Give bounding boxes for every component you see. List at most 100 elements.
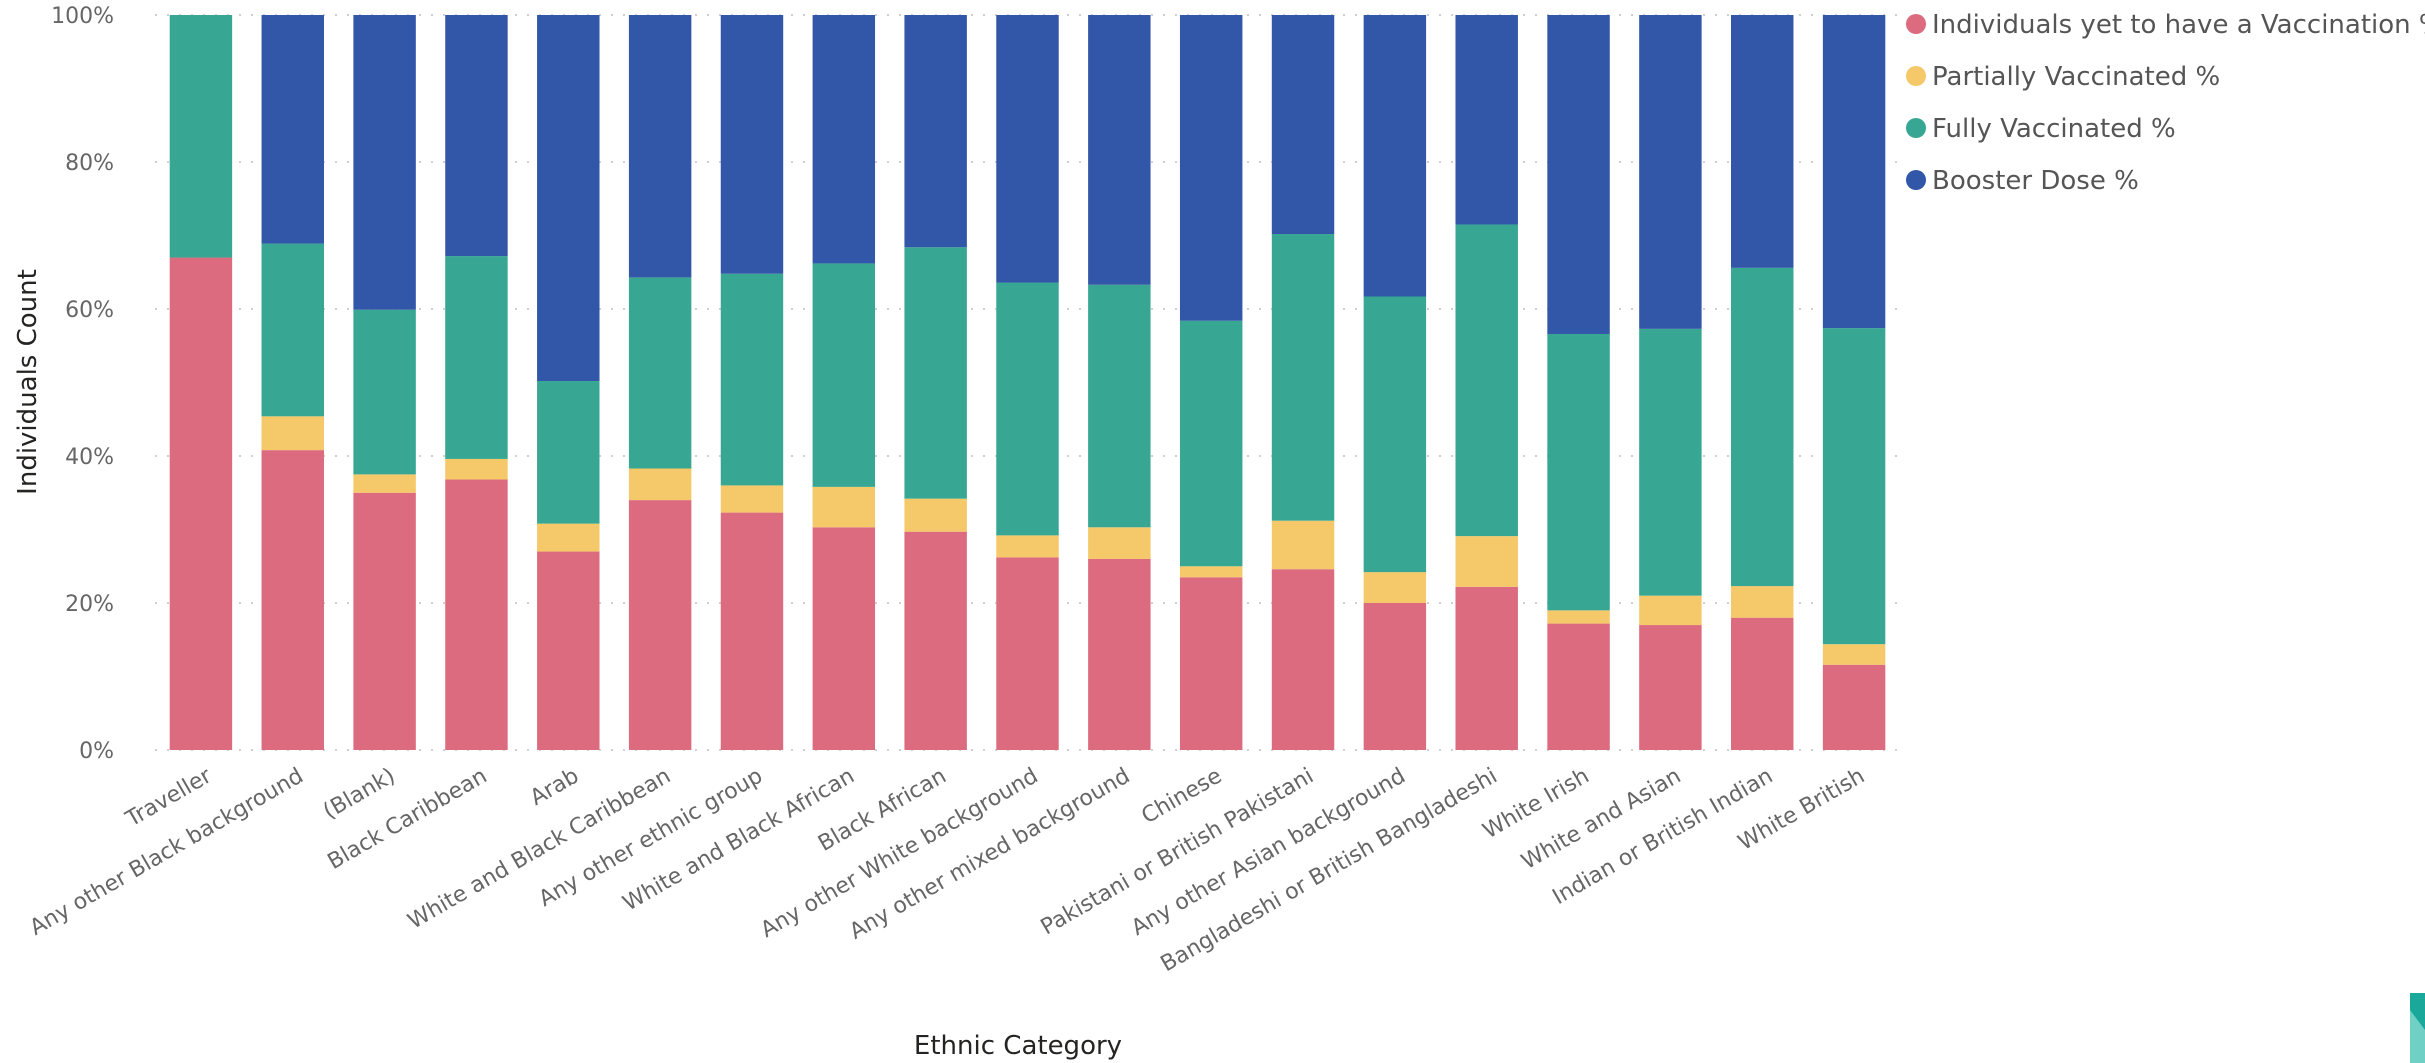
bar-segment[interactable] (1455, 224, 1518, 537)
bar-segment[interactable] (1179, 577, 1243, 750)
bar-segment[interactable] (1363, 296, 1427, 573)
bar-segment[interactable] (1731, 267, 1794, 587)
y-axis-title: Individuals Count (13, 269, 43, 495)
bar-segment[interactable] (1179, 320, 1243, 567)
bar-segment[interactable] (1088, 15, 1151, 285)
legend-swatch (1906, 118, 1926, 138)
bar-segment[interactable] (1822, 644, 1886, 665)
bar-segment[interactable] (353, 15, 416, 310)
bar-segment[interactable] (628, 500, 692, 750)
bar-segment[interactable] (1731, 586, 1794, 618)
bar-segment[interactable] (1088, 527, 1151, 559)
bars (169, 15, 1886, 750)
y-axis-ticks: 0% 20% 40% 60% 80% 100% (51, 4, 114, 764)
bar-segment[interactable] (904, 15, 967, 248)
bar-segment[interactable] (1639, 625, 1702, 750)
bar-segment[interactable] (812, 15, 876, 264)
legend-item[interactable]: Fully Vaccinated % (1906, 114, 2176, 144)
bar-segment[interactable] (1088, 558, 1151, 750)
bar-segment[interactable] (353, 309, 416, 475)
bar-segment[interactable] (1179, 566, 1243, 578)
legend-item[interactable]: Booster Dose % (1906, 166, 2139, 196)
bar-segment[interactable] (628, 468, 692, 501)
bar-segment[interactable] (537, 381, 600, 524)
bar-segment[interactable] (1271, 15, 1335, 235)
bar-segment[interactable] (445, 479, 508, 750)
bar-segment[interactable] (1547, 623, 1610, 750)
bar-segment[interactable] (996, 557, 1059, 750)
bar-segment[interactable] (1639, 595, 1702, 626)
legend-label: Booster Dose % (1932, 166, 2139, 196)
bar-segment[interactable] (1822, 15, 1886, 329)
x-tick-label: Bangladeshi or British Bangladeshi (1157, 764, 1502, 978)
y-tick-label: 80% (65, 151, 114, 176)
bar-segment[interactable] (904, 498, 967, 532)
bar-segment[interactable] (353, 474, 416, 493)
bar-segment[interactable] (904, 247, 967, 499)
bar-segment[interactable] (1271, 520, 1335, 570)
y-tick-label: 40% (65, 445, 114, 470)
bar-segment[interactable] (1179, 15, 1243, 321)
bar-segment[interactable] (261, 15, 324, 244)
y-tick-label: 60% (65, 298, 114, 323)
bar-segment[interactable] (996, 15, 1059, 283)
legend-label: Individuals yet to have a Vaccination % (1932, 10, 2425, 40)
bar-segment[interactable] (169, 15, 233, 258)
bar-segment[interactable] (537, 523, 600, 552)
x-tick-label: Black Caribbean (324, 764, 492, 875)
legend-swatch (1906, 66, 1926, 86)
bar-segment[interactable] (812, 263, 876, 487)
bar-segment[interactable] (1547, 333, 1610, 611)
bar-segment[interactable] (353, 492, 416, 750)
bar-segment[interactable] (1363, 572, 1427, 603)
bar-segment[interactable] (1455, 15, 1518, 225)
legend-item[interactable]: Individuals yet to have a Vaccination % (1906, 10, 2425, 40)
bar-segment[interactable] (996, 535, 1059, 558)
bar-segment[interactable] (537, 551, 600, 750)
bar-segment[interactable] (1639, 15, 1702, 329)
y-tick-label: 20% (65, 592, 114, 617)
bar-segment[interactable] (996, 282, 1059, 536)
bar-segment[interactable] (169, 257, 233, 750)
bar-segment[interactable] (720, 485, 784, 513)
legend-label: Fully Vaccinated % (1932, 114, 2176, 144)
bar-segment[interactable] (1363, 15, 1427, 297)
legend[interactable]: Individuals yet to have a Vaccination % P… (1906, 10, 2425, 196)
bar-segment[interactable] (1363, 603, 1427, 750)
bar-segment[interactable] (1455, 586, 1518, 750)
bar-segment[interactable] (812, 527, 876, 750)
bar-segment[interactable] (720, 15, 784, 274)
bar-segment[interactable] (261, 416, 324, 451)
legend-item[interactable]: Partially Vaccinated % (1906, 62, 2220, 92)
bar-segment[interactable] (1639, 328, 1702, 596)
bar-segment[interactable] (628, 277, 692, 469)
bar-segment[interactable] (1731, 15, 1794, 268)
bar-segment[interactable] (1822, 664, 1886, 750)
bar-segment[interactable] (445, 15, 508, 257)
bar-segment[interactable] (1547, 15, 1610, 334)
bar-segment[interactable] (261, 450, 324, 750)
bar-segment[interactable] (1731, 617, 1794, 750)
bar-segment[interactable] (1547, 610, 1610, 624)
legend-swatch (1906, 14, 1926, 34)
bar-segment[interactable] (261, 243, 324, 417)
bar-segment[interactable] (1455, 536, 1518, 587)
bar-segment[interactable] (1822, 328, 1886, 645)
bar-segment[interactable] (1088, 284, 1151, 528)
x-axis-title: Ethnic Category (914, 1031, 1122, 1061)
bar-segment[interactable] (537, 15, 600, 382)
bar-segment[interactable] (445, 256, 508, 459)
y-tick-label: 100% (51, 4, 114, 29)
bar-segment[interactable] (1271, 234, 1335, 521)
x-tick-label: Arab (526, 764, 583, 811)
bar-segment[interactable] (445, 458, 508, 480)
bar-segment[interactable] (1271, 569, 1335, 750)
bar-segment[interactable] (904, 531, 967, 750)
y-tick-label: 0% (79, 739, 114, 764)
bar-segment[interactable] (628, 15, 692, 278)
bar-segment[interactable] (812, 486, 876, 528)
bar-segment[interactable] (720, 273, 784, 486)
bar-segment[interactable] (720, 512, 784, 750)
